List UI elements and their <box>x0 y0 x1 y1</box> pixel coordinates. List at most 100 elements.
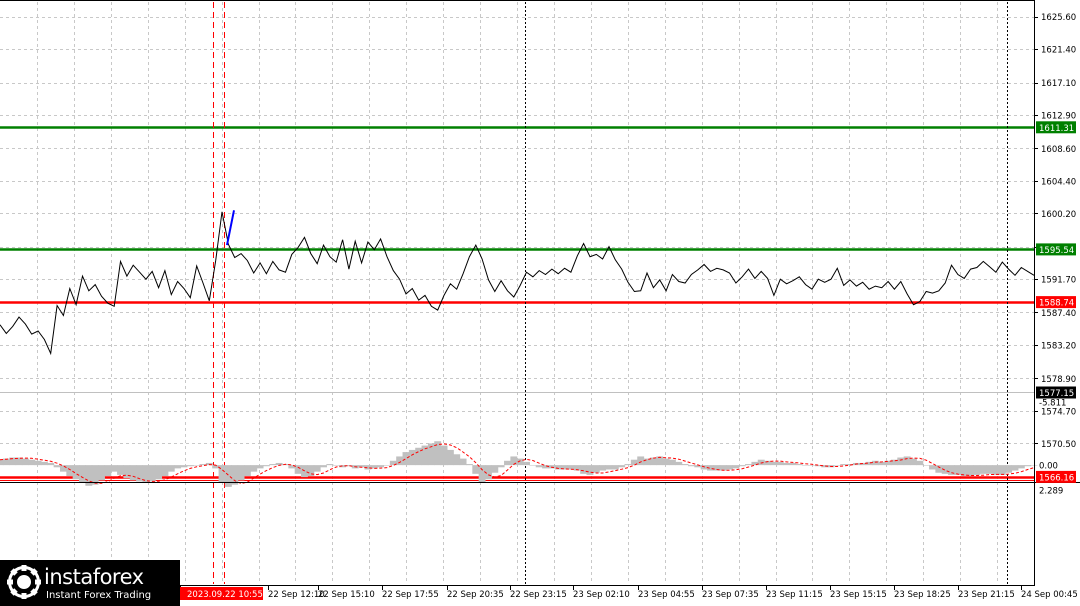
y-tick-label: 1570.50 <box>1041 440 1076 450</box>
oscillator-bar <box>624 464 632 466</box>
oscillator-bar <box>694 465 702 468</box>
oscillator-bar <box>840 464 848 466</box>
oscillator-bar <box>85 465 93 486</box>
oscillator-bar <box>1011 465 1019 471</box>
level-label: 1566.16 <box>1039 473 1074 483</box>
oscillator-bar <box>262 465 270 467</box>
oscillator-bar <box>497 465 505 468</box>
x-tick-label: 22 Sep 17:55 <box>382 590 439 600</box>
x-tick-label: 23 Sep 21:15 <box>958 590 1015 600</box>
oscillator-bar <box>605 465 613 470</box>
oscillator-bar <box>307 465 315 476</box>
oscillator-bar <box>561 465 569 470</box>
oscillator-bar <box>117 465 124 475</box>
oscillator-bar <box>986 465 994 474</box>
oscillator-bar <box>878 461 886 466</box>
oscillator-bar <box>389 460 397 466</box>
oscillator-bar <box>21 458 29 466</box>
y-tick-label: 1612.90 <box>1041 112 1076 122</box>
oscillator-bar <box>485 465 492 480</box>
oscillator-bar <box>205 462 213 466</box>
y-tick-label: 1625.60 <box>1041 13 1076 23</box>
oscillator-bar <box>611 465 619 470</box>
oscillator-bar <box>110 465 118 472</box>
oscillator-bar <box>770 461 778 466</box>
oscillator-bar <box>979 465 987 474</box>
level-label-box <box>1036 243 1076 256</box>
oscillator-panel <box>0 441 1038 487</box>
oscillator-bar <box>542 465 549 469</box>
oscillator-bar <box>364 465 372 470</box>
oscillator-bar <box>28 459 36 466</box>
oscillator-bar <box>992 465 1000 475</box>
oscillator-bar <box>339 465 346 468</box>
oscillator-bar <box>421 445 429 466</box>
oscillator-bar <box>294 465 302 474</box>
y-tick-label: 1574.70 <box>1041 407 1076 417</box>
oscillator-bar <box>802 465 810 466</box>
oscillator-bar <box>637 456 645 466</box>
oscillator-bar <box>288 465 296 469</box>
oscillator-bar <box>383 465 391 466</box>
x-tick-label: 24 Sep 00:45 <box>1021 590 1078 600</box>
oscillator-bar <box>231 465 239 485</box>
oscillator-bar <box>884 460 892 466</box>
oscillator-bar <box>814 465 822 467</box>
oscillator-bar <box>713 465 721 471</box>
oscillator-bar <box>567 465 575 470</box>
oscillator-bar <box>903 456 911 466</box>
price-line <box>0 211 1035 356</box>
oscillator-bar <box>104 465 112 476</box>
oscillator-bar <box>478 465 486 483</box>
logo-tagline: Instant Forex Trading <box>46 590 152 601</box>
oscillator-bar <box>53 465 61 468</box>
oscillator-bar <box>960 465 968 476</box>
x-tick-label: 22 Sep 20:35 <box>447 590 504 600</box>
oscillator-bar <box>890 459 898 466</box>
x-tick-label: 22 Sep 15:10 <box>318 590 375 600</box>
instaforex-logo-icon <box>7 565 41 599</box>
oscillator-bar <box>745 464 752 466</box>
oscillator-bar <box>320 465 327 468</box>
oscillator-bar <box>738 465 746 467</box>
oscillator-bar <box>871 460 879 466</box>
oscillator-bar <box>910 458 917 466</box>
oscillator-bar <box>535 465 543 468</box>
oscillator-bar <box>465 464 473 466</box>
oscillator-bar <box>142 465 150 483</box>
x-tick-label: 22 Sep 23:15 <box>510 590 567 600</box>
oscillator-bar <box>155 465 163 480</box>
oscillator-bar <box>751 461 759 466</box>
oscillator-bar <box>186 465 194 467</box>
level-label-box <box>1036 296 1076 309</box>
oscillator-bar <box>9 457 17 466</box>
oscillator-bar <box>269 464 277 466</box>
oscillator-bar <box>224 465 232 487</box>
oscillator-bar <box>459 458 467 466</box>
oscillator-bar <box>167 465 175 472</box>
oscillator-bar <box>148 465 156 482</box>
oscillator-bar <box>40 461 48 466</box>
chart-axes <box>0 0 1080 586</box>
oscillator-bar <box>662 458 670 466</box>
oscillator-bar <box>865 461 873 466</box>
oscillator-bar <box>548 465 556 469</box>
oscillator-bar <box>897 457 905 466</box>
oscillator-bar <box>707 465 714 471</box>
x-tick-label: 22 Sep 12:10 <box>268 590 325 600</box>
oscillator-bar <box>916 460 924 466</box>
oscillator-bar <box>643 458 651 466</box>
level-lines <box>0 126 1034 481</box>
oscillator-bar <box>446 449 454 466</box>
oscillator-tick-label: 0.00 <box>1039 462 1058 472</box>
level-label: 1611.31 <box>1039 124 1074 134</box>
oscillator-bar <box>586 465 594 475</box>
oscillator-bar <box>256 465 264 469</box>
current-price-box <box>1036 386 1076 399</box>
x-tick-label: 23 Sep 18:25 <box>894 590 951 600</box>
oscillator-bar <box>370 465 378 469</box>
oscillator-bar <box>415 447 423 466</box>
oscillator-bar <box>821 465 829 468</box>
oscillator-bar <box>396 456 404 466</box>
